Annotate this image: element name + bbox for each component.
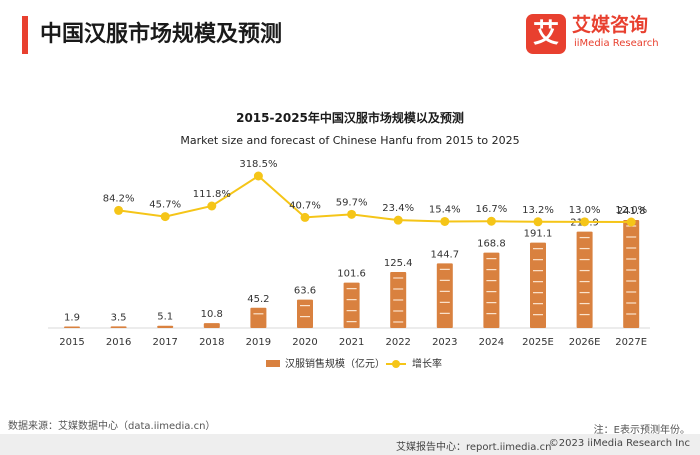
bar-2019 — [250, 307, 267, 328]
x-tick-label: 2016 — [106, 337, 131, 348]
bar-value-label: 10.8 — [201, 309, 223, 320]
bar-value-label: 168.8 — [477, 239, 506, 250]
growth-label: 23.4% — [382, 203, 414, 214]
growth-point-2025E — [533, 217, 543, 227]
bar-2017 — [157, 325, 174, 328]
x-tick-label: 2017 — [152, 337, 177, 348]
growth-point-2016 — [114, 205, 124, 215]
growth-line — [118, 174, 632, 223]
growth-label: 59.7% — [336, 197, 368, 208]
x-tick-label: 2023 — [432, 337, 457, 348]
x-tick-label: 2026E — [569, 337, 601, 348]
growth-label: 15.4% — [429, 204, 461, 215]
chart-subtitle: Market size and forecast of Chinese Hanf… — [180, 134, 519, 147]
page-title: 中国汉服市场规模及预测 — [40, 22, 283, 47]
growth-label: 13.2% — [522, 205, 554, 216]
growth-point-2027E — [626, 217, 636, 227]
bar-value-label: 125.4 — [384, 258, 413, 269]
x-tick-label: 2022 — [385, 337, 410, 348]
growth-label: 111.8% — [193, 189, 231, 200]
bar-2023 — [436, 263, 453, 328]
growth-point-2024 — [486, 216, 496, 226]
logo-name-en: iiMedia Research — [574, 38, 659, 49]
bar-2020 — [297, 299, 313, 328]
bar-2027E — [623, 220, 640, 328]
bar-value-label: 1.9 — [64, 313, 80, 324]
x-tick-label: 2019 — [246, 337, 271, 348]
growth-label: 318.5% — [239, 159, 277, 170]
growth-label: 16.7% — [476, 204, 508, 215]
bar-2018 — [203, 323, 220, 328]
bar-2015 — [64, 326, 80, 328]
chart: 2015-2025年中国汉服市场规模以及预测 Market size and fo… — [48, 110, 650, 370]
growth-point-2022 — [393, 215, 403, 225]
legend-line-label: 增长率 — [412, 357, 442, 370]
bar-value-label: 5.1 — [157, 312, 173, 323]
title-accent-bar — [22, 16, 28, 54]
x-tick-label: 2027E — [615, 337, 647, 348]
x-tick-label: 2018 — [199, 337, 224, 348]
report-center: 艾媒报告中心：report.iimedia.cn — [396, 442, 552, 453]
footnote: 注：E表示预测年份。 — [593, 425, 690, 436]
footer-bar: 艾媒报告中心：report.iimedia.cn ©2023 iiMedia R… — [0, 434, 700, 455]
legend-line-marker — [392, 360, 400, 368]
bar-2025E — [530, 242, 546, 328]
growth-label: 84.2% — [103, 193, 135, 204]
bar-2024 — [483, 252, 500, 328]
growth-label: 40.7% — [289, 200, 321, 211]
data-source: 数据来源：艾媒数据中心（data.iimedia.cn） — [8, 421, 216, 432]
logo: 艾 艾媒咨询 iiMedia Research — [526, 12, 686, 58]
growth-point-2023 — [440, 216, 450, 226]
logo-name: 艾媒咨询 — [572, 14, 649, 36]
logo-mark-icon: 艾 — [526, 14, 566, 54]
x-tick-label: 2020 — [292, 337, 317, 348]
growth-point-2021 — [347, 209, 357, 219]
bar-2016 — [110, 326, 127, 328]
x-tick-label: 2024 — [479, 337, 504, 348]
bar-value-label: 241.8 — [617, 206, 646, 217]
growth-label: 45.7% — [149, 200, 181, 211]
x-tick-label: 2025E — [522, 337, 554, 348]
x-tick-label: 2021 — [339, 337, 364, 348]
growth-label: 12.0% — [615, 205, 647, 216]
bar-value-label: 63.6 — [294, 286, 316, 297]
growth-label: 13.0% — [569, 205, 601, 216]
copyright: ©2023 iiMedia Research Inc — [548, 438, 690, 449]
x-tick-label: 2015 — [59, 337, 84, 348]
legend-bar-swatch — [266, 360, 280, 367]
legend-bar-label: 汉服销售规模（亿元） — [285, 357, 385, 370]
bar-2026E — [576, 231, 593, 328]
growth-point-2020 — [300, 212, 310, 222]
growth-point-2018 — [207, 201, 217, 211]
bar-value-label: 101.6 — [337, 269, 366, 280]
bar-value-label: 144.7 — [430, 249, 459, 260]
growth-point-2019 — [253, 171, 263, 181]
bar-value-label: 45.2 — [247, 294, 269, 305]
growth-point-2026E — [580, 217, 590, 227]
bar-value-label: 3.5 — [111, 312, 127, 323]
chart-title: 2015-2025年中国汉服市场规模以及预测 — [236, 110, 464, 125]
growth-point-2017 — [160, 212, 170, 222]
bar-2021 — [343, 282, 360, 328]
bar-value-label: 191.1 — [524, 229, 553, 240]
